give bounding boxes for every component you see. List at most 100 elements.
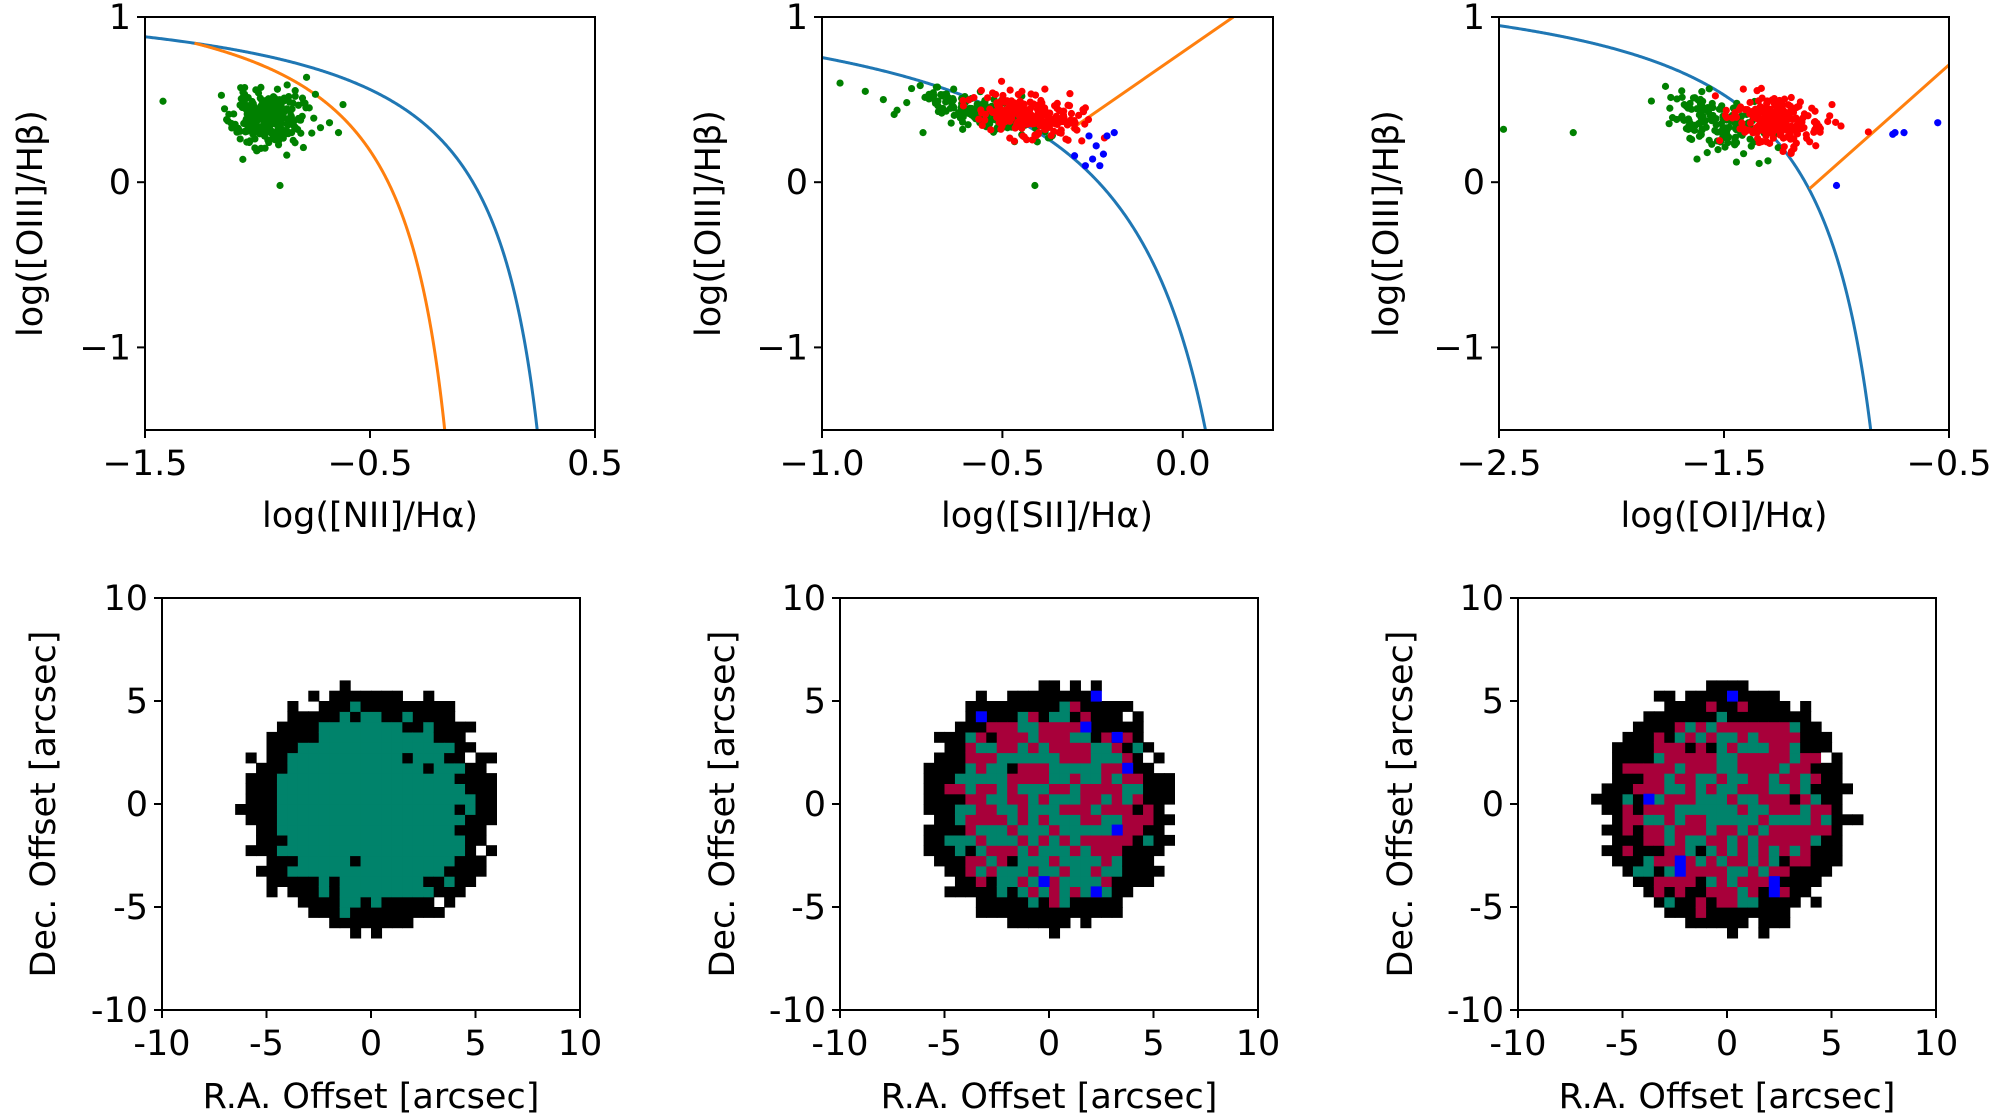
- map-pixel-agn: [1038, 876, 1050, 887]
- map-pixel: [1737, 886, 1749, 898]
- map-pixel: [1069, 896, 1081, 908]
- data-point-star-forming: [291, 92, 299, 100]
- map-pixel: [1632, 783, 1644, 795]
- map-pixel: [1716, 865, 1728, 877]
- map-pixel: [1685, 721, 1697, 733]
- map-pixel: [1080, 845, 1092, 857]
- data-point-composite: [1780, 143, 1788, 151]
- map-pixel: [1017, 865, 1029, 877]
- map-pixel: [1069, 834, 1081, 846]
- data-point-star-forming: [239, 103, 247, 112]
- map-pixel: [1643, 855, 1655, 867]
- map-pixel: [996, 731, 1008, 743]
- map-pixel: [1737, 783, 1749, 795]
- map-pixel: [1747, 814, 1759, 826]
- map-pixel: [1007, 762, 1019, 774]
- map-pixel: [1059, 701, 1071, 712]
- map-pixel: [1727, 721, 1739, 733]
- map-pixel: [308, 845, 320, 857]
- map-pixel: [1727, 917, 1739, 929]
- map-pixel: [1758, 834, 1770, 846]
- map-pixel: [1017, 762, 1029, 774]
- data-point-star-forming: [1732, 158, 1741, 166]
- map-pixel: [1758, 927, 1770, 939]
- map-pixel: [1716, 711, 1728, 723]
- map-pixel: [266, 834, 278, 846]
- data-point-star-forming: [283, 151, 291, 159]
- map-pixel: [1831, 804, 1843, 815]
- map-pixel: [1841, 783, 1853, 795]
- map-pixel: [402, 804, 414, 815]
- data-point: [159, 97, 167, 105]
- map-pixel: [423, 690, 435, 702]
- map-pixel: [454, 876, 466, 887]
- map-pixel: [1789, 773, 1801, 784]
- map-pixel: [1049, 917, 1061, 929]
- data-point: [316, 124, 325, 132]
- map-pixel: [245, 752, 257, 764]
- map-pixel: [1059, 917, 1071, 929]
- data-point: [1837, 122, 1845, 130]
- map-pixel: [1821, 855, 1833, 867]
- map-pixel: [391, 804, 403, 815]
- map-pixel: [965, 845, 977, 857]
- map-pixel: [1101, 834, 1113, 846]
- data-point-star-forming: [1688, 135, 1696, 144]
- map-pixel: [1664, 876, 1676, 887]
- map-pixel: [350, 752, 362, 764]
- map-pixel: [1069, 865, 1081, 877]
- xlabel: log([OI]/Hα): [1620, 496, 1827, 536]
- map-pixel: [1163, 834, 1175, 846]
- map-pixel: [433, 773, 445, 784]
- map-pixel: [1153, 783, 1165, 795]
- map-pixel: [1821, 845, 1833, 857]
- map-pixel: [1080, 886, 1092, 898]
- map-pixel: [402, 773, 414, 784]
- data-point-composite: [1764, 115, 1772, 123]
- map-pixel: [1122, 824, 1134, 836]
- map-pixel: [318, 804, 330, 815]
- map-pixel: [350, 927, 362, 939]
- map-pixel: [1758, 814, 1770, 826]
- demarcation-curve: [1499, 24, 1873, 430]
- map-pixel: [1028, 752, 1040, 764]
- map-pixel: [402, 845, 414, 857]
- map-pixel: [1101, 865, 1113, 877]
- map-pixel: [1069, 711, 1081, 723]
- map-pixel: [423, 701, 435, 712]
- x-tick-label: 0: [1716, 1024, 1738, 1064]
- map-pixel: [423, 814, 435, 826]
- data-point-star-forming: [289, 99, 297, 107]
- map-pixel: [1674, 742, 1686, 754]
- data-point-composite: [1050, 127, 1058, 135]
- map-pixel: [308, 855, 320, 867]
- map-pixel: [1069, 690, 1081, 702]
- map-pixel: [965, 793, 977, 805]
- map-pixel: [297, 865, 309, 877]
- map-pixel: [1059, 824, 1071, 836]
- map-pixel: [1664, 752, 1676, 764]
- data-point-composite: [1826, 112, 1834, 120]
- map-pixel: [276, 762, 288, 774]
- map-pixel: [1080, 907, 1092, 918]
- xlabel: log([SII]/Hα): [941, 496, 1153, 536]
- data-point-star-forming: [291, 87, 299, 95]
- map-pixel: [1028, 834, 1040, 846]
- map-pixel: [360, 711, 372, 723]
- map-pixel: [391, 752, 403, 764]
- plot-area: [822, 17, 1235, 430]
- map-pixel: [934, 855, 946, 867]
- map-pixel: [965, 814, 977, 826]
- data-point-composite: [977, 106, 985, 114]
- data-point-star-forming: [1647, 97, 1655, 105]
- data-point-composite: [1793, 130, 1802, 138]
- data-point: [879, 96, 887, 104]
- data-point-composite: [1806, 138, 1814, 146]
- x-tick-label: 0: [360, 1024, 382, 1064]
- data-point-star-forming: [291, 139, 299, 147]
- map-pixel: [350, 804, 362, 815]
- map-pixel: [1727, 701, 1739, 712]
- map-pixel: [391, 907, 403, 918]
- map-pixel: [1685, 886, 1697, 898]
- map-pixel: [371, 773, 383, 784]
